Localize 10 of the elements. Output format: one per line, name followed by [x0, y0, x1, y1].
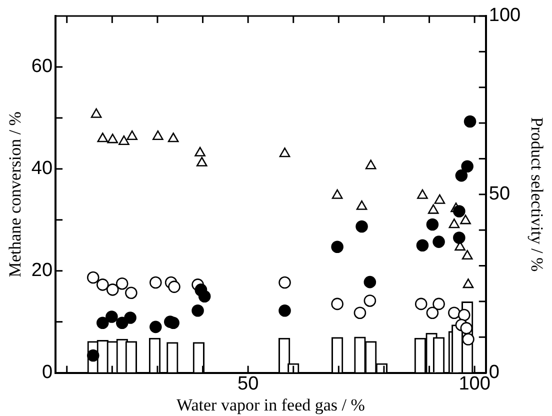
y-tick-label: 60	[31, 56, 53, 78]
y-axis-title: Methane conversion / %	[6, 112, 25, 278]
y2-tick-label: 0	[488, 362, 500, 384]
y2-tick-label: 100	[488, 5, 521, 26]
y2-tick-label: 50	[488, 184, 510, 205]
y-tick-label: 0	[42, 362, 53, 384]
y-tick-label: 40	[31, 158, 53, 180]
y2-axis-title: Product selectivity / %	[527, 117, 546, 272]
y-tick-label: 20	[31, 260, 53, 282]
x-axis-title: Water vapor in feed gas / %	[176, 395, 365, 414]
